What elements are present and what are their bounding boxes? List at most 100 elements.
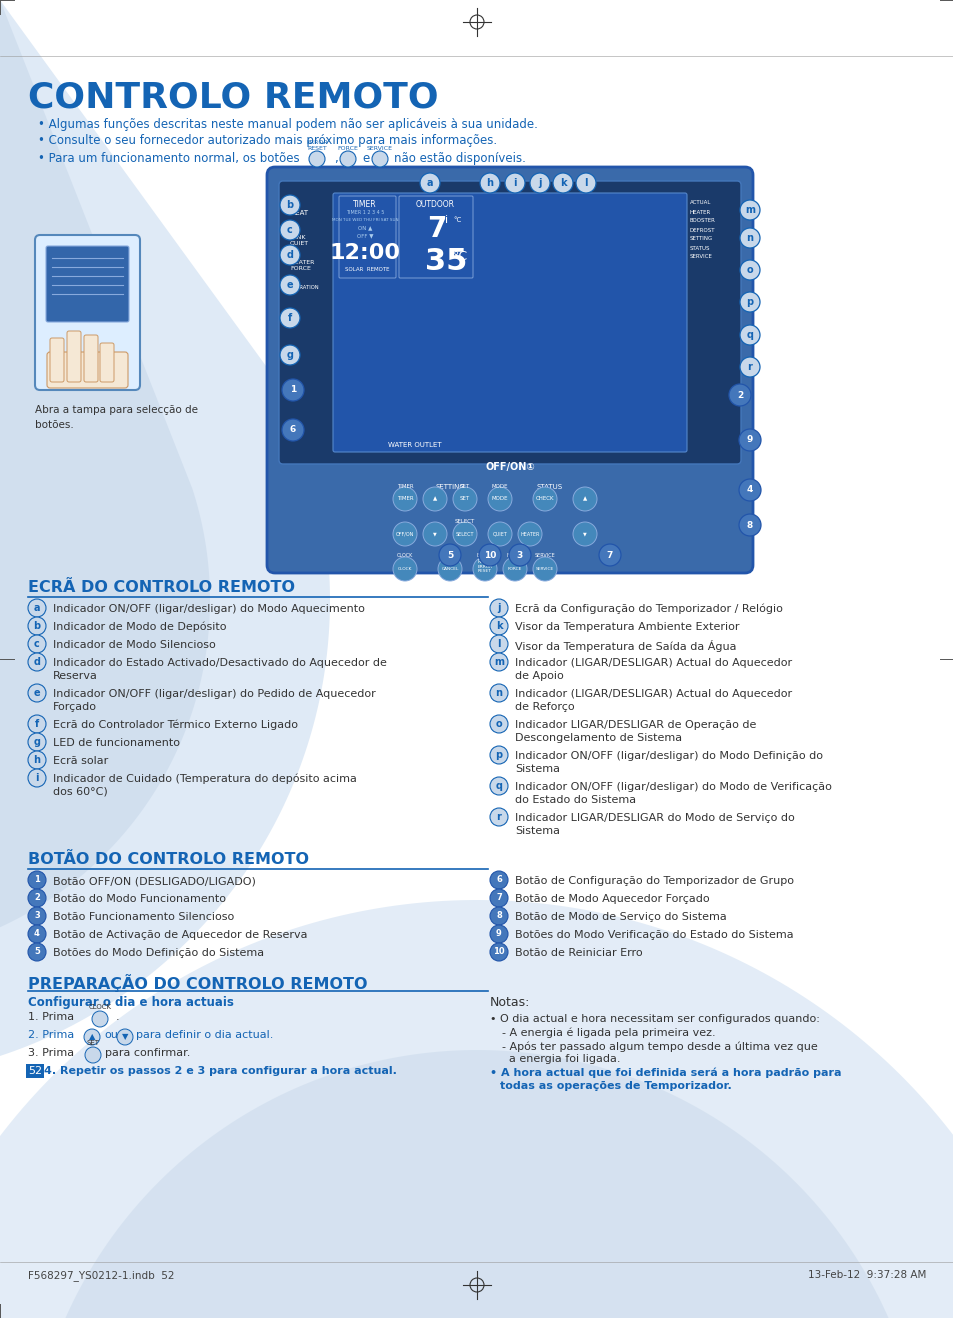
Text: ▲: ▲ [582,497,586,502]
Circle shape [280,195,299,215]
Text: STATUS: STATUS [689,246,710,250]
Text: Botão de Modo de Serviço do Sistema: Botão de Modo de Serviço do Sistema [515,912,726,923]
Text: Botão do Modo Funcionamento: Botão do Modo Funcionamento [53,894,226,904]
Text: 5: 5 [446,551,453,560]
Text: ▲: ▲ [89,1032,95,1041]
Text: CLOCK: CLOCK [397,567,412,571]
Circle shape [453,486,476,511]
Text: Indicador (LIGAR/DESLIGAR) Actual do Aquecedor: Indicador (LIGAR/DESLIGAR) Actual do Aqu… [515,689,791,699]
Text: k: k [559,178,566,188]
Circle shape [740,228,760,248]
Text: HEAT: HEAT [290,210,308,216]
FancyBboxPatch shape [267,167,752,573]
Text: Visor da Temperatura Ambiente Exterior: Visor da Temperatura Ambiente Exterior [515,622,739,633]
Text: F568297_YS0212-1.indb  52: F568297_YS0212-1.indb 52 [28,1271,174,1281]
Text: Sistema: Sistema [515,826,559,836]
Text: ON ▲: ON ▲ [357,225,372,231]
Text: 7: 7 [496,894,501,903]
Text: 3: 3 [517,551,522,560]
Text: Botão de Modo Aquecedor Forçado: Botão de Modo Aquecedor Forçado [515,894,709,904]
Text: Botão Funcionamento Silencioso: Botão Funcionamento Silencioso [53,912,234,923]
Circle shape [490,778,507,795]
Text: ou: ou [104,1029,118,1040]
Circle shape [740,200,760,220]
Circle shape [739,514,760,536]
Text: Botão de Configuração do Temporizador de Grupo: Botão de Configuração do Temporizador de… [515,876,793,886]
Text: TIMER: TIMER [396,497,413,502]
Text: 4: 4 [746,485,753,494]
Text: HEATER: HEATER [519,531,539,536]
Text: HEATER
FORCE: HEATER FORCE [290,260,314,270]
Text: CANCEL: CANCEL [439,554,459,558]
Text: RESET: RESET [307,146,327,152]
Text: 52: 52 [28,1066,42,1075]
Circle shape [573,486,597,511]
Text: OPERATION: OPERATION [290,285,319,290]
Text: FORCE: FORCE [507,567,521,571]
Text: Indicador ON/OFF (ligar/desligar) do Modo de Verificação: Indicador ON/OFF (ligar/desligar) do Mod… [515,782,831,792]
Text: 12:00: 12:00 [329,243,400,264]
Circle shape [573,522,597,546]
Text: Indicador de Modo Silencioso: Indicador de Modo Silencioso [53,641,215,650]
Text: QUIET: QUIET [492,531,507,536]
Text: °C: °C [453,250,468,264]
Polygon shape [0,1050,953,1318]
Text: 9: 9 [496,929,501,938]
Text: CLOCK: CLOCK [89,1004,112,1010]
Text: n: n [495,688,502,699]
Text: ,: , [334,152,337,165]
Text: Botões do Modo Verificação do Estado do Sistema: Botões do Modo Verificação do Estado do … [515,931,793,940]
Circle shape [740,357,760,377]
Circle shape [739,478,760,501]
Text: l: l [497,639,500,648]
Text: para confirmar.: para confirmar. [105,1048,191,1058]
Circle shape [490,652,507,671]
Text: 2: 2 [736,390,742,399]
Text: Descongelamento de Sistema: Descongelamento de Sistema [515,733,681,743]
Text: a: a [33,604,40,613]
Text: Botão de Reiniciar Erro: Botão de Reiniciar Erro [515,948,642,958]
Circle shape [117,1029,132,1045]
Text: • A hora actual que foi definida será a hora padrão para: • A hora actual que foi definida será a … [490,1068,841,1078]
Text: TANK
QUIET: TANK QUIET [290,235,309,245]
Text: botões.: botões. [35,420,73,430]
Circle shape [553,173,573,192]
Text: FORCE: FORCE [506,554,522,558]
FancyBboxPatch shape [278,181,740,464]
Text: o: o [496,720,502,729]
Text: 3. Prima: 3. Prima [28,1048,74,1058]
Text: SETTING: SETTING [689,236,713,241]
Text: CONTROLO REMOTO: CONTROLO REMOTO [28,80,438,113]
Circle shape [282,380,304,401]
Text: 2. Prima: 2. Prima [28,1029,74,1040]
Text: k: k [496,621,502,631]
Circle shape [85,1046,101,1064]
Circle shape [393,558,416,581]
Text: 7: 7 [427,215,446,243]
Text: de Reforço: de Reforço [515,702,574,712]
Circle shape [490,714,507,733]
Text: DEFROST: DEFROST [689,228,715,233]
Circle shape [740,293,760,312]
Circle shape [372,152,388,167]
Circle shape [488,486,512,511]
Text: SERVICE: SERVICE [689,254,712,260]
Text: e: e [287,279,293,290]
Circle shape [280,220,299,240]
Text: j: j [537,178,541,188]
Circle shape [28,714,46,733]
Text: ACTUAL: ACTUAL [689,200,711,206]
Text: n: n [745,233,753,243]
Text: SET: SET [87,1040,99,1046]
Text: p: p [745,297,753,307]
Circle shape [393,486,416,511]
Text: 8: 8 [496,912,501,920]
Circle shape [490,890,507,907]
Circle shape [490,808,507,826]
Text: m: m [494,656,503,667]
Text: todas as operações de Temporizador.: todas as operações de Temporizador. [499,1081,731,1091]
Text: SERVICE: SERVICE [367,146,393,152]
Text: - A energia é ligada pela primeira vez.: - A energia é ligada pela primeira vez. [501,1028,715,1039]
Circle shape [488,522,512,546]
Text: Indicador ON/OFF (ligar/desligar) do Pedido de Aquecedor: Indicador ON/OFF (ligar/desligar) do Ped… [53,689,375,699]
